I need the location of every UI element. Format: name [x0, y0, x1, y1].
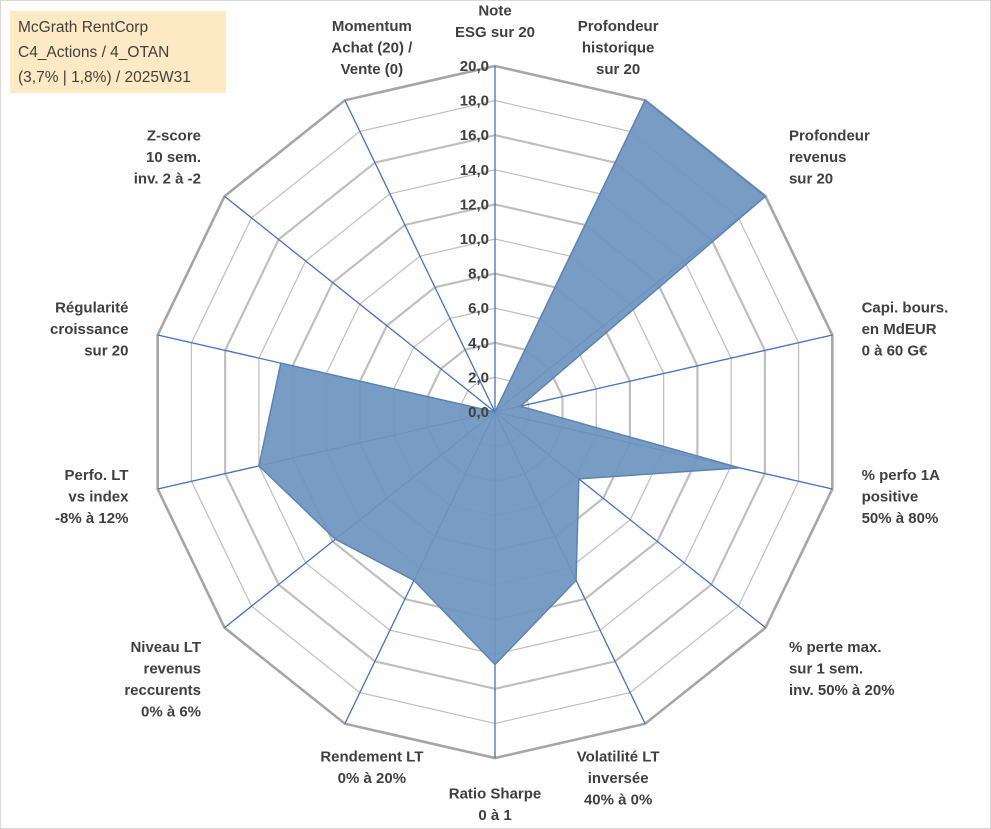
axis-labels: Note ESG sur 20 Profondeur historique sur 20… [50, 3, 948, 825]
axis-label-line: positive [862, 488, 919, 505]
axis-label-line: Vente (0) [341, 61, 404, 78]
tick-label: 6,0 [468, 300, 489, 317]
axis-label-line: en MdEUR [862, 321, 937, 338]
tick-label: 0,0 [468, 404, 489, 421]
axis-label-line: Ratio Sharpe [449, 786, 542, 803]
axis-label-line: revenus [789, 149, 847, 166]
axis-label-line: 10 sem. [146, 149, 201, 166]
axis-label-line: Régularité [55, 300, 128, 317]
axis-label-line: 50% à 80% [862, 510, 939, 527]
tick-label: 20,0 [460, 58, 489, 75]
axis-label: % perfo 1A positive 50% à 80% [862, 467, 941, 527]
axis-label-line: 0% à 20% [338, 770, 406, 787]
axis-label-line: sur 20 [84, 343, 128, 360]
axis-label-line: 0 à 1 [478, 807, 511, 824]
axis-label: % perte max. sur 1 sem. inv. 50% à 20% [789, 639, 895, 699]
axis-label-line: reccurents [124, 682, 201, 699]
axis-label-line: inv. 50% à 20% [789, 682, 895, 699]
axis-label: Régularité croissance sur 20 [50, 300, 128, 360]
axis-label-line: % perfo 1A [862, 467, 941, 484]
info-box: McGrath RentCorp C4_Actions / 4_OTAN (3,… [10, 11, 226, 93]
axis-label-line: -8% à 12% [55, 510, 128, 527]
axis-label: Perfo. LT vs index -8% à 12% [55, 467, 129, 527]
axis-label-line: inversée [588, 770, 649, 787]
axis-label-line: ESG sur 20 [455, 24, 535, 41]
axis-label-line: Perfo. LT [65, 467, 129, 484]
axis-spoke [494, 334, 833, 413]
axis-label: Profondeur historique sur 20 [578, 18, 659, 78]
axis-label-line: 0 à 60 G€ [862, 343, 929, 360]
axis-label: Note ESG sur 20 [455, 3, 535, 42]
series-area [258, 99, 767, 666]
axis-label: Volatilité LT inversée 40% à 0% [577, 748, 660, 808]
tick-label: 18,0 [460, 93, 489, 110]
axis-label-line: Rendement LT [320, 748, 423, 765]
data-series [258, 99, 767, 666]
tick-label: 8,0 [468, 266, 489, 283]
axis-label-line: vs index [68, 488, 129, 505]
portfolio-category: C4_Actions / 4_OTAN [18, 44, 170, 61]
tick-label: 10,0 [460, 231, 489, 248]
axis-label: Rendement LT 0% à 20% [320, 748, 423, 787]
axis-label-line: Capi. bours. [862, 300, 949, 317]
axis-label-line: Volatilité LT [577, 748, 660, 765]
performance-summary: (3,7% | 1,8%) / 2025W31 [18, 69, 191, 86]
axis-label-line: Z-score [147, 127, 201, 144]
axis-label-line: Note [478, 3, 511, 20]
axis-label-line: sur 20 [789, 170, 833, 187]
axis-label-line: 40% à 0% [584, 791, 652, 808]
tick-label: 12,0 [460, 196, 489, 213]
axis-label: Niveau LT revenus reccurents 0% à 6% [124, 639, 201, 721]
axis-label-line: % perte max. [789, 639, 882, 656]
axis-label: Momentum Achat (20) / Vente (0) [331, 18, 413, 78]
axis-label-line: historique [582, 40, 655, 57]
company-name: McGrath RentCorp [18, 19, 149, 36]
axis-label-line: sur 1 sem. [789, 661, 863, 678]
axis-label: Capi. bours. en MdEUR 0 à 60 G€ [862, 300, 949, 360]
axis-spoke [224, 195, 496, 413]
axis-label-line: Momentum [332, 18, 412, 35]
axis-label-line: revenus [143, 661, 201, 678]
tick-label: 4,0 [468, 335, 489, 352]
axis-spoke [344, 99, 496, 413]
axis-label-line: sur 20 [596, 61, 640, 78]
tick-label: 14,0 [460, 162, 489, 179]
axis-label-line: Niveau LT [130, 639, 201, 656]
tick-label: 16,0 [460, 127, 489, 144]
tick-label: 2,0 [468, 369, 489, 386]
axis-label-line: 0% à 6% [141, 704, 201, 721]
tick-labels: 0,0 2,0 4,0 6,0 8,0 10,0 12,0 14,0 16,0 18,0 20,0 [460, 58, 489, 421]
axis-label-line: Profondeur [789, 127, 870, 144]
axis-label-line: Achat (20) / [331, 40, 413, 57]
axis-label: Z-score 10 sem. inv. 2 à -2 [134, 127, 201, 187]
axis-label-line: inv. 2 à -2 [134, 170, 201, 187]
axis-label: Ratio Sharpe 0 à 1 [449, 786, 542, 825]
axis-label-line: Profondeur [578, 18, 659, 35]
axis-label: Profondeur revenus sur 20 [789, 127, 870, 187]
axis-label-line: croissance [50, 321, 128, 338]
